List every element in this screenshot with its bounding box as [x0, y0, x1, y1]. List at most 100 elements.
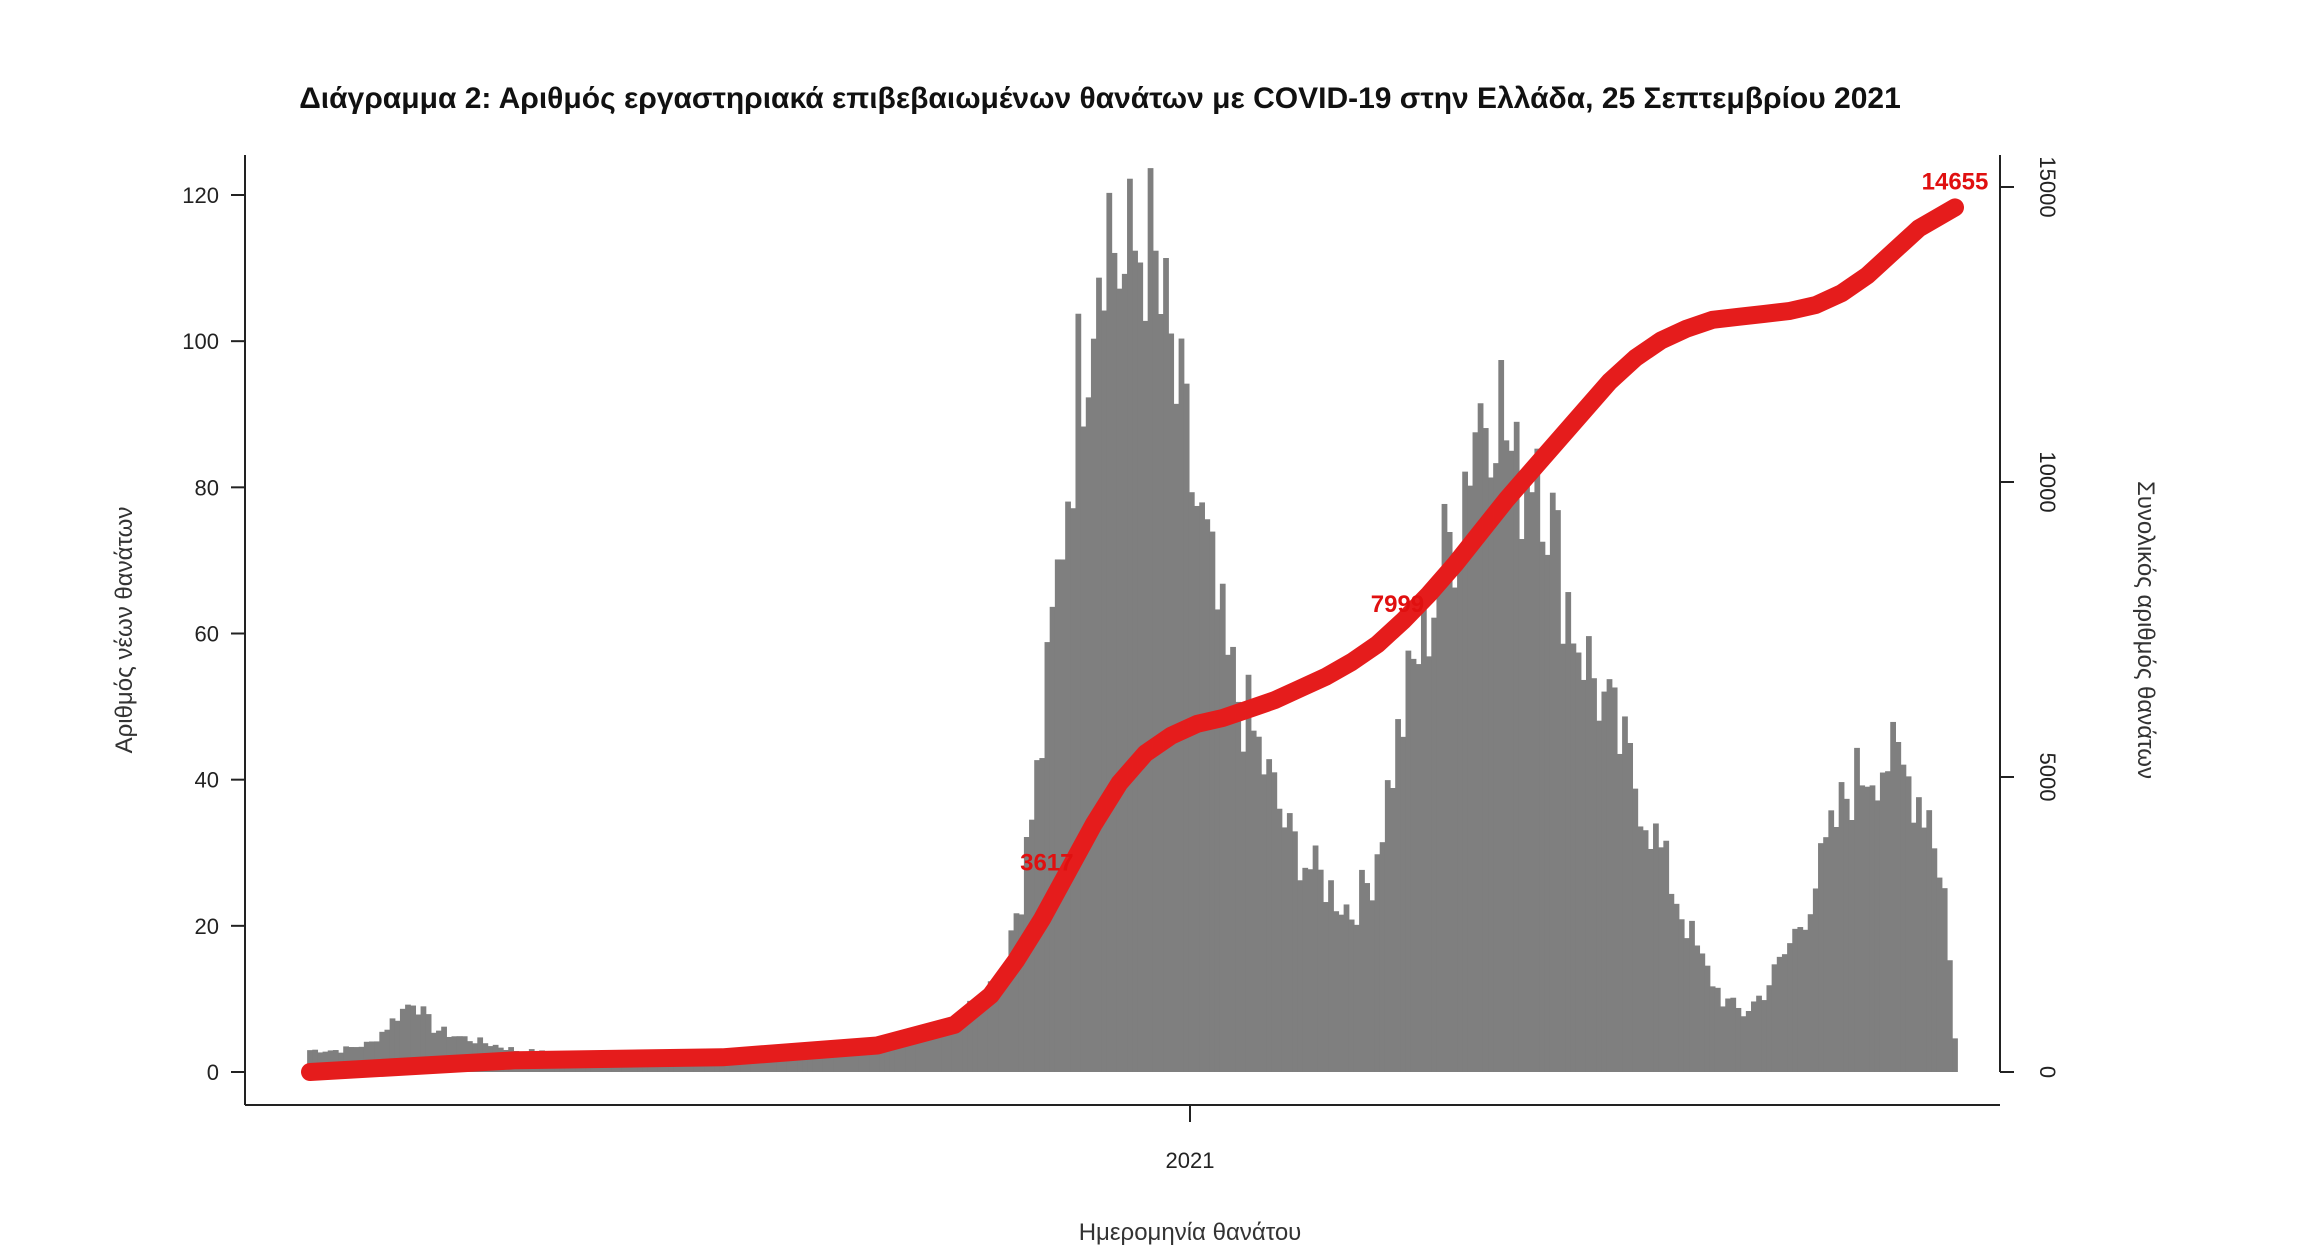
- daily-death-bar: [1343, 904, 1350, 1072]
- cumulative-annotation: 7999: [1371, 591, 1424, 618]
- daily-death-bar: [1472, 432, 1479, 1072]
- daily-death-bar: [1436, 590, 1443, 1072]
- daily-death-bar: [1152, 250, 1159, 1072]
- daily-death-bar: [1570, 643, 1577, 1072]
- right-tick-label: 15000: [2035, 156, 2060, 217]
- right-tick-label: 10000: [2035, 451, 2060, 512]
- daily-death-bar: [987, 981, 994, 1072]
- daily-death-bar: [1694, 945, 1701, 1072]
- daily-death-bar: [1575, 652, 1582, 1072]
- daily-death-bar: [1390, 788, 1396, 1072]
- daily-death-bar: [1864, 786, 1871, 1072]
- daily-death-bar: [415, 1014, 422, 1072]
- daily-death-bar: [1281, 827, 1288, 1072]
- daily-death-bar: [786, 1055, 793, 1072]
- daily-death-bar: [750, 1056, 757, 1072]
- daily-death-bar: [353, 1047, 360, 1072]
- daily-death-bar: [430, 1032, 437, 1072]
- daily-death-bar: [755, 1056, 762, 1072]
- right-tick-label: 0: [2035, 1066, 2060, 1078]
- daily-death-bar: [925, 1030, 932, 1072]
- daily-death-bar: [1565, 592, 1572, 1072]
- daily-death-bar: [1250, 730, 1257, 1072]
- daily-death-bar: [312, 1049, 319, 1072]
- daily-death-bar: [1090, 338, 1097, 1073]
- daily-death-bar: [1271, 772, 1278, 1072]
- daily-death-bar: [1787, 943, 1793, 1072]
- right-axis-ticks: 0 5000 10000 15000: [2000, 156, 2060, 1078]
- daily-death-bar: [410, 1005, 417, 1072]
- daily-death-bar: [838, 1051, 845, 1072]
- left-axis-ticks: 0 20 40 60 80 100 120: [182, 183, 245, 1085]
- daily-death-bar: [1941, 888, 1948, 1072]
- daily-death-bar: [369, 1041, 375, 1072]
- daily-death-bar: [1369, 900, 1376, 1072]
- daily-death-bar: [327, 1050, 334, 1072]
- daily-death-bar: [951, 1019, 958, 1072]
- right-tick-label: 5000: [2035, 753, 2060, 802]
- daily-death-bar: [1859, 785, 1866, 1072]
- daily-death-bar: [802, 1053, 808, 1072]
- daily-death-bar: [441, 1026, 447, 1072]
- daily-death-bar: [1049, 606, 1056, 1072]
- daily-death-bar: [1364, 883, 1371, 1072]
- daily-death-bar: [1879, 772, 1886, 1072]
- daily-death-bar: [879, 1046, 886, 1072]
- daily-death-bar: [1539, 541, 1546, 1072]
- daily-death-bar: [1843, 798, 1850, 1072]
- left-tick-label: 60: [195, 622, 219, 647]
- daily-death-bar: [1874, 800, 1881, 1072]
- daily-death-bar: [1838, 782, 1845, 1072]
- daily-death-bar: [1060, 559, 1066, 1072]
- daily-death-bar: [1766, 985, 1773, 1072]
- daily-death-bar: [1807, 914, 1814, 1072]
- daily-death-bar: [817, 1050, 824, 1072]
- daily-death-bar: [1854, 747, 1860, 1072]
- daily-death-bar: [1194, 505, 1200, 1072]
- daily-death-bar: [322, 1051, 329, 1072]
- daily-death-bar: [1446, 531, 1453, 1072]
- daily-death-bar: [1632, 788, 1639, 1072]
- daily-death-bar: [1359, 869, 1365, 1072]
- daily-death-bar: [1952, 1038, 1958, 1072]
- daily-death-bar: [1348, 919, 1355, 1072]
- daily-death-bar: [1292, 831, 1298, 1072]
- daily-death-bar: [1740, 1016, 1747, 1072]
- daily-death-bar: [1946, 960, 1953, 1072]
- cumulative-line-layer: [301, 198, 1964, 1081]
- daily-death-bar: [1085, 397, 1092, 1072]
- daily-death-bar: [307, 1050, 313, 1072]
- daily-death-bar: [992, 987, 999, 1072]
- daily-death-bar: [1261, 774, 1267, 1072]
- daily-death-bar: [915, 1031, 922, 1072]
- daily-death-bar: [1549, 492, 1556, 1073]
- daily-death-bar: [853, 1048, 860, 1072]
- daily-death-bar: [884, 1048, 891, 1072]
- daily-death-bar: [1121, 273, 1128, 1073]
- daily-death-bar: [1075, 313, 1082, 1072]
- daily-death-bar: [998, 972, 1004, 1072]
- daily-death-bar: [1322, 902, 1329, 1072]
- cumulative-annotations: 3617 7999 14655: [1020, 168, 1988, 876]
- daily-death-bar: [807, 1050, 814, 1072]
- daily-death-bar: [946, 1027, 953, 1072]
- daily-death-bar: [1596, 720, 1603, 1072]
- daily-death-bar: [1111, 252, 1118, 1073]
- daily-death-bar: [1018, 914, 1025, 1072]
- daily-death-bar: [889, 1048, 896, 1072]
- daily-death-bar: [461, 1036, 468, 1072]
- daily-death-bar: [1812, 888, 1819, 1072]
- daily-death-bar: [1137, 262, 1144, 1072]
- daily-death-bar: [1395, 719, 1401, 1072]
- daily-death-bar: [1622, 716, 1628, 1072]
- cumulative-annotation: 3617: [1020, 850, 1073, 877]
- daily-death-bar: [1209, 531, 1216, 1072]
- daily-death-bar: [1627, 743, 1634, 1072]
- daily-death-bar: [1328, 880, 1334, 1072]
- daily-death-bar: [1848, 819, 1855, 1072]
- daily-death-bar: [1168, 333, 1175, 1072]
- daily-death-bar: [827, 1048, 834, 1072]
- daily-death-bar: [1781, 954, 1788, 1072]
- daily-death-bar: [1647, 848, 1654, 1072]
- daily-death-bar: [1503, 440, 1510, 1072]
